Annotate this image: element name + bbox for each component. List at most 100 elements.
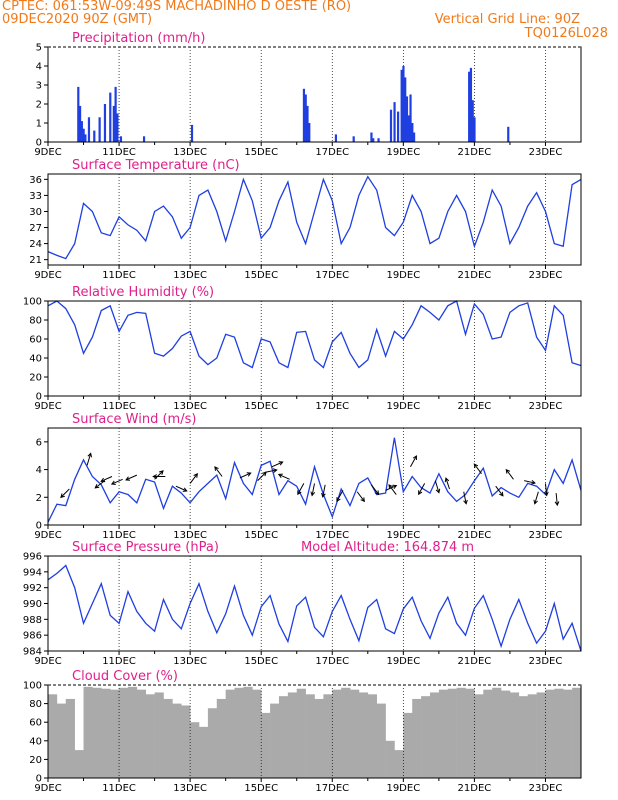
precip-bar	[412, 132, 416, 142]
wind-arrow-head	[418, 490, 423, 496]
wind-arrow	[473, 463, 482, 475]
precip-bar	[507, 126, 510, 142]
wind-arrow-head	[499, 491, 504, 497]
cloud-bar	[110, 689, 120, 778]
cloud-bar	[554, 688, 564, 778]
wind-arrow	[297, 483, 305, 496]
panel-humidity: 0 20 40 60 80 100 9DEC 11DEC 13DEC 15DEC 17DEC 19DE…	[23, 285, 582, 412]
cloud-bar	[483, 689, 493, 778]
panel-frame	[47, 300, 582, 397]
wind-arrow-head	[100, 477, 106, 483]
cloud-bar	[385, 740, 395, 778]
wind-arrow	[434, 480, 441, 494]
x-tick-label: 19DEC	[386, 147, 420, 158]
wind-arrow-shaft	[555, 493, 558, 506]
wind-arrow-shaft	[322, 484, 326, 497]
y-tick-label: 20	[29, 373, 42, 384]
precip-bar	[352, 136, 355, 142]
wind-arrow	[264, 468, 278, 473]
cloud-bar	[421, 696, 431, 778]
precip-bar	[389, 109, 393, 142]
x-tick-label: 17DEC	[315, 783, 349, 794]
cloud-bar	[332, 689, 342, 778]
wind-arrow-shaft	[111, 478, 123, 485]
panel-wind: 0 2 4 6 9DEC 11DEC 13DEC 15DEC 17DEC 19DEC 21DEC 23…	[34, 412, 582, 541]
wind-arrow-shaft	[297, 483, 305, 495]
wind-arrow-shaft	[505, 469, 514, 480]
wind-arrow-head	[543, 491, 549, 497]
wind-arrow-head	[125, 476, 131, 481]
precip-bar	[393, 102, 396, 142]
precip-bar	[84, 134, 87, 142]
wind-arrow-head	[272, 468, 278, 473]
precip-bar	[407, 115, 410, 142]
y-tick-label: 986	[23, 631, 42, 642]
wind-arrow	[533, 491, 539, 505]
panel-background	[48, 174, 581, 265]
y-tick-label: 100	[23, 297, 42, 308]
x-tick-label: 15DEC	[244, 270, 278, 281]
wind-arrow-shaft	[463, 491, 467, 504]
wind-arrow-shaft	[239, 472, 251, 479]
panel-temperature: 21 24 27 30 33 36 9DEC 11DEC 13DEC 15DEC 17DEC 19DE…	[29, 158, 582, 281]
wind-arrow	[152, 474, 166, 479]
panel-precipitation: 0 1 2 3 4 5 9DEC 11DEC 13DEC 15DEC 17DEC 19DEC 21DEC…	[34, 31, 582, 158]
model-altitude-label: Model Altitude: 164.874 m	[301, 540, 474, 555]
wind-arrow-head	[554, 501, 560, 507]
y-tick-label: 100	[23, 681, 42, 692]
wind-arrow-head	[388, 484, 393, 489]
wind-arrow-shaft	[388, 484, 397, 495]
y-tick-label: 992	[23, 583, 42, 594]
wind-arrow-head	[159, 470, 164, 475]
precip-bar	[402, 66, 405, 142]
precip-bar	[80, 121, 83, 142]
cloud-bar	[278, 696, 289, 778]
precip-bar	[306, 105, 309, 142]
y-tick-label: 40	[29, 354, 42, 365]
precip-bar	[116, 113, 119, 142]
precip-bar	[405, 96, 409, 142]
cloud-bar	[101, 688, 111, 778]
cloud-bar	[367, 694, 377, 778]
cloud-bar	[492, 687, 502, 778]
cloud-bar	[509, 692, 520, 778]
x-tick-label: 13DEC	[173, 270, 207, 281]
cloud-bar	[287, 692, 298, 778]
wind-arrow	[271, 461, 284, 468]
cloud-bar	[190, 722, 200, 778]
cloud-bar	[163, 698, 173, 778]
x-tick-label: 15DEC	[244, 147, 278, 158]
y-tick-label: 20	[29, 755, 42, 766]
precip-bar	[112, 105, 115, 142]
wind-arrow	[356, 491, 365, 503]
x-tick-label: 21DEC	[458, 656, 492, 667]
precip-bar	[109, 92, 112, 142]
y-tick-label: 990	[23, 599, 42, 610]
wind-arrow	[524, 480, 536, 485]
precip-bar	[77, 86, 80, 142]
cloud-bar	[261, 712, 271, 778]
cloud-bar	[65, 698, 75, 778]
x-tick-label: 23DEC	[529, 270, 563, 281]
cloud-bar	[501, 690, 511, 778]
cloud-bar	[296, 688, 306, 778]
precip-bar	[334, 134, 338, 142]
cloud-bar	[305, 694, 315, 778]
wind-arrow-shaft	[278, 474, 290, 480]
cloud-bar	[154, 692, 164, 778]
cloud-bar	[412, 698, 422, 778]
wind-arrow-head	[94, 484, 100, 489]
panel-background	[48, 47, 581, 142]
y-tick-label: 60	[29, 718, 42, 729]
cloud-bar	[456, 687, 466, 778]
x-tick-label: 23DEC	[529, 656, 563, 667]
header-station: CPTEC: 061:53W-09:49S MACHADINHO D OESTE…	[2, 0, 352, 14]
wind-arrow	[100, 476, 113, 483]
panel-frame	[47, 427, 582, 526]
x-tick-label: 21DEC	[458, 530, 492, 541]
precip-bar	[377, 138, 380, 142]
panel-background	[48, 301, 581, 396]
y-tick-label: 3	[36, 81, 42, 92]
wind-arrow-head	[297, 490, 302, 496]
